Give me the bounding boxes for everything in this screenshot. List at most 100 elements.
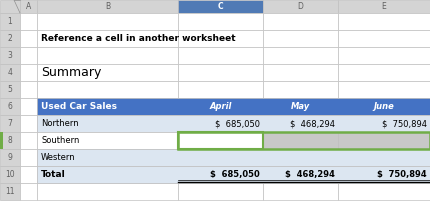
Bar [37, 47, 178, 64]
Bar [263, 81, 338, 98]
Text: E: E [382, 2, 387, 11]
Bar [0, 64, 20, 81]
Bar [20, 166, 37, 183]
Bar [263, 13, 338, 30]
Bar [178, 115, 263, 132]
Bar [20, 13, 37, 30]
Bar [37, 132, 178, 149]
Bar [178, 0, 263, 13]
Bar [20, 0, 37, 13]
Text: $  468,294: $ 468,294 [285, 170, 335, 179]
Bar [178, 81, 263, 98]
Bar [0, 132, 20, 149]
Bar [37, 64, 178, 81]
Bar [178, 98, 263, 115]
Text: A: A [26, 2, 31, 11]
Bar [37, 81, 178, 98]
Bar [20, 47, 37, 64]
Bar [0, 0, 20, 13]
Bar [263, 47, 338, 64]
Bar [37, 30, 178, 47]
Bar [178, 132, 263, 149]
Text: 1: 1 [8, 17, 12, 26]
Bar [0, 47, 20, 64]
Bar [178, 13, 263, 30]
Bar [37, 115, 430, 132]
Bar [0, 166, 20, 183]
Bar [178, 166, 263, 183]
Text: April: April [209, 102, 232, 111]
Text: 2: 2 [8, 34, 12, 43]
Text: $  750,894: $ 750,894 [378, 170, 427, 179]
Bar [37, 98, 430, 115]
Text: Northern: Northern [41, 119, 79, 128]
Bar [0, 81, 20, 98]
Text: 9: 9 [8, 153, 12, 162]
Text: Total: Total [41, 170, 66, 179]
Bar [338, 132, 430, 149]
Bar [0, 98, 20, 115]
Bar [37, 149, 178, 166]
Bar [37, 132, 178, 149]
Bar [338, 132, 430, 149]
Bar [263, 183, 338, 200]
Bar [20, 30, 37, 47]
Bar [37, 98, 178, 115]
Text: Reference a cell in another worksheet: Reference a cell in another worksheet [41, 34, 236, 43]
Bar [178, 47, 263, 64]
Bar [37, 149, 430, 166]
Bar [178, 132, 263, 149]
Bar [20, 98, 37, 115]
Bar [178, 132, 430, 149]
Text: $  468,294: $ 468,294 [290, 119, 335, 128]
Bar [263, 98, 338, 115]
Text: 5: 5 [8, 85, 12, 94]
Bar [263, 132, 338, 149]
Text: 8: 8 [8, 136, 12, 145]
Text: Southern: Southern [41, 136, 80, 145]
Bar [37, 166, 178, 183]
Bar [37, 13, 178, 30]
Text: $  685,050: $ 685,050 [210, 170, 260, 179]
Bar [338, 81, 430, 98]
Bar [20, 183, 37, 200]
Text: B: B [105, 2, 110, 11]
Bar [338, 13, 430, 30]
Text: $  750,894: $ 750,894 [382, 119, 427, 128]
Text: 4: 4 [8, 68, 12, 77]
Bar [37, 183, 178, 200]
Text: Used Car Sales: Used Car Sales [41, 102, 117, 111]
Bar [338, 166, 430, 183]
Bar [263, 64, 338, 81]
Bar [37, 0, 178, 13]
Bar [338, 30, 430, 47]
Text: 6: 6 [8, 102, 12, 111]
Text: 7: 7 [8, 119, 12, 128]
Text: $  685,050: $ 685,050 [215, 119, 260, 128]
Bar [0, 183, 20, 200]
Bar [37, 115, 178, 132]
Bar [263, 30, 338, 47]
Bar [20, 149, 37, 166]
Bar [0, 115, 20, 132]
Bar [263, 0, 338, 13]
Bar [20, 115, 37, 132]
Bar [338, 64, 430, 81]
Text: May: May [291, 102, 310, 111]
Text: C: C [218, 2, 223, 11]
Bar [338, 115, 430, 132]
Bar [178, 30, 263, 47]
Text: Summary: Summary [41, 66, 101, 79]
Text: June: June [374, 102, 394, 111]
Text: 10: 10 [5, 170, 15, 179]
Bar [263, 149, 338, 166]
Bar [178, 64, 263, 81]
Bar [37, 166, 430, 183]
Bar [0, 30, 20, 47]
Bar [338, 183, 430, 200]
Bar [338, 149, 430, 166]
Bar [0, 13, 20, 30]
Bar [0, 132, 3, 149]
Bar [20, 64, 37, 81]
Bar [263, 132, 338, 149]
